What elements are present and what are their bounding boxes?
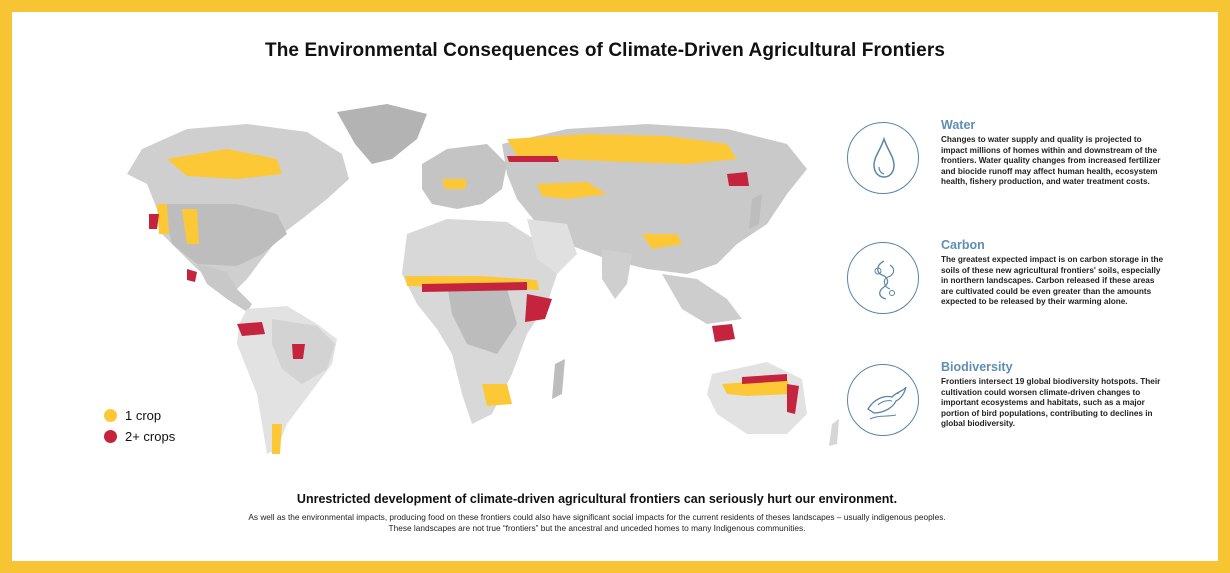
world-map bbox=[127, 104, 839, 454]
map-legend: 1 crop 2+ crops bbox=[104, 408, 175, 450]
carbon-heading: Carbon bbox=[941, 238, 985, 252]
water-heading: Water bbox=[941, 118, 976, 132]
two-plus-crops-swatch bbox=[104, 430, 117, 443]
biodiversity-text: Frontiers intersect 19 global biodiversi… bbox=[941, 377, 1161, 429]
se-asia bbox=[662, 274, 742, 324]
middle-east bbox=[527, 219, 577, 274]
carbon-swirl-icon bbox=[847, 242, 919, 314]
legend-label: 1 crop bbox=[125, 408, 162, 423]
legend-item-two-plus-crops: 2+ crops bbox=[104, 429, 175, 444]
water-panel: Water Changes to water supply and qualit… bbox=[847, 118, 1177, 217]
legend-label: 2+ crops bbox=[125, 429, 176, 444]
bird-icon bbox=[847, 364, 919, 436]
water-drop-icon bbox=[847, 122, 919, 194]
greenland bbox=[337, 104, 427, 164]
new-zealand bbox=[829, 419, 839, 446]
madagascar bbox=[552, 359, 565, 399]
japan bbox=[749, 194, 762, 229]
poster-title: The Environmental Consequences of Climat… bbox=[265, 40, 945, 61]
two-plus-crop-regions bbox=[149, 156, 799, 414]
asia bbox=[502, 124, 807, 274]
water-text: Changes to water supply and quality is p… bbox=[941, 135, 1161, 187]
bottom-text: As well as the environmental impacts, pr… bbox=[12, 512, 1182, 534]
india bbox=[602, 249, 632, 299]
bottom-heading: Unrestricted development of climate-driv… bbox=[296, 492, 898, 506]
bottom-line-2: These landscapes are not true “frontiers… bbox=[388, 523, 806, 533]
legend-item-one-crop: 1 crop bbox=[104, 408, 175, 423]
biodiversity-heading: Biodiversity bbox=[941, 360, 1013, 374]
europe bbox=[422, 144, 507, 209]
one-crop-swatch bbox=[104, 409, 117, 422]
usa bbox=[162, 204, 287, 266]
bottom-line-1: As well as the environmental impacts, pr… bbox=[248, 512, 946, 522]
biodiversity-panel: Biodiversity Frontiers intersect 19 glob… bbox=[847, 360, 1177, 459]
central-africa bbox=[447, 284, 517, 354]
carbon-text: The greatest expected impact is on carbo… bbox=[941, 255, 1164, 307]
carbon-panel: Carbon The greatest expected impact is o… bbox=[847, 238, 1177, 337]
central-america bbox=[197, 264, 252, 312]
poster-frame: The Environmental Consequences of Climat… bbox=[12, 12, 1218, 561]
